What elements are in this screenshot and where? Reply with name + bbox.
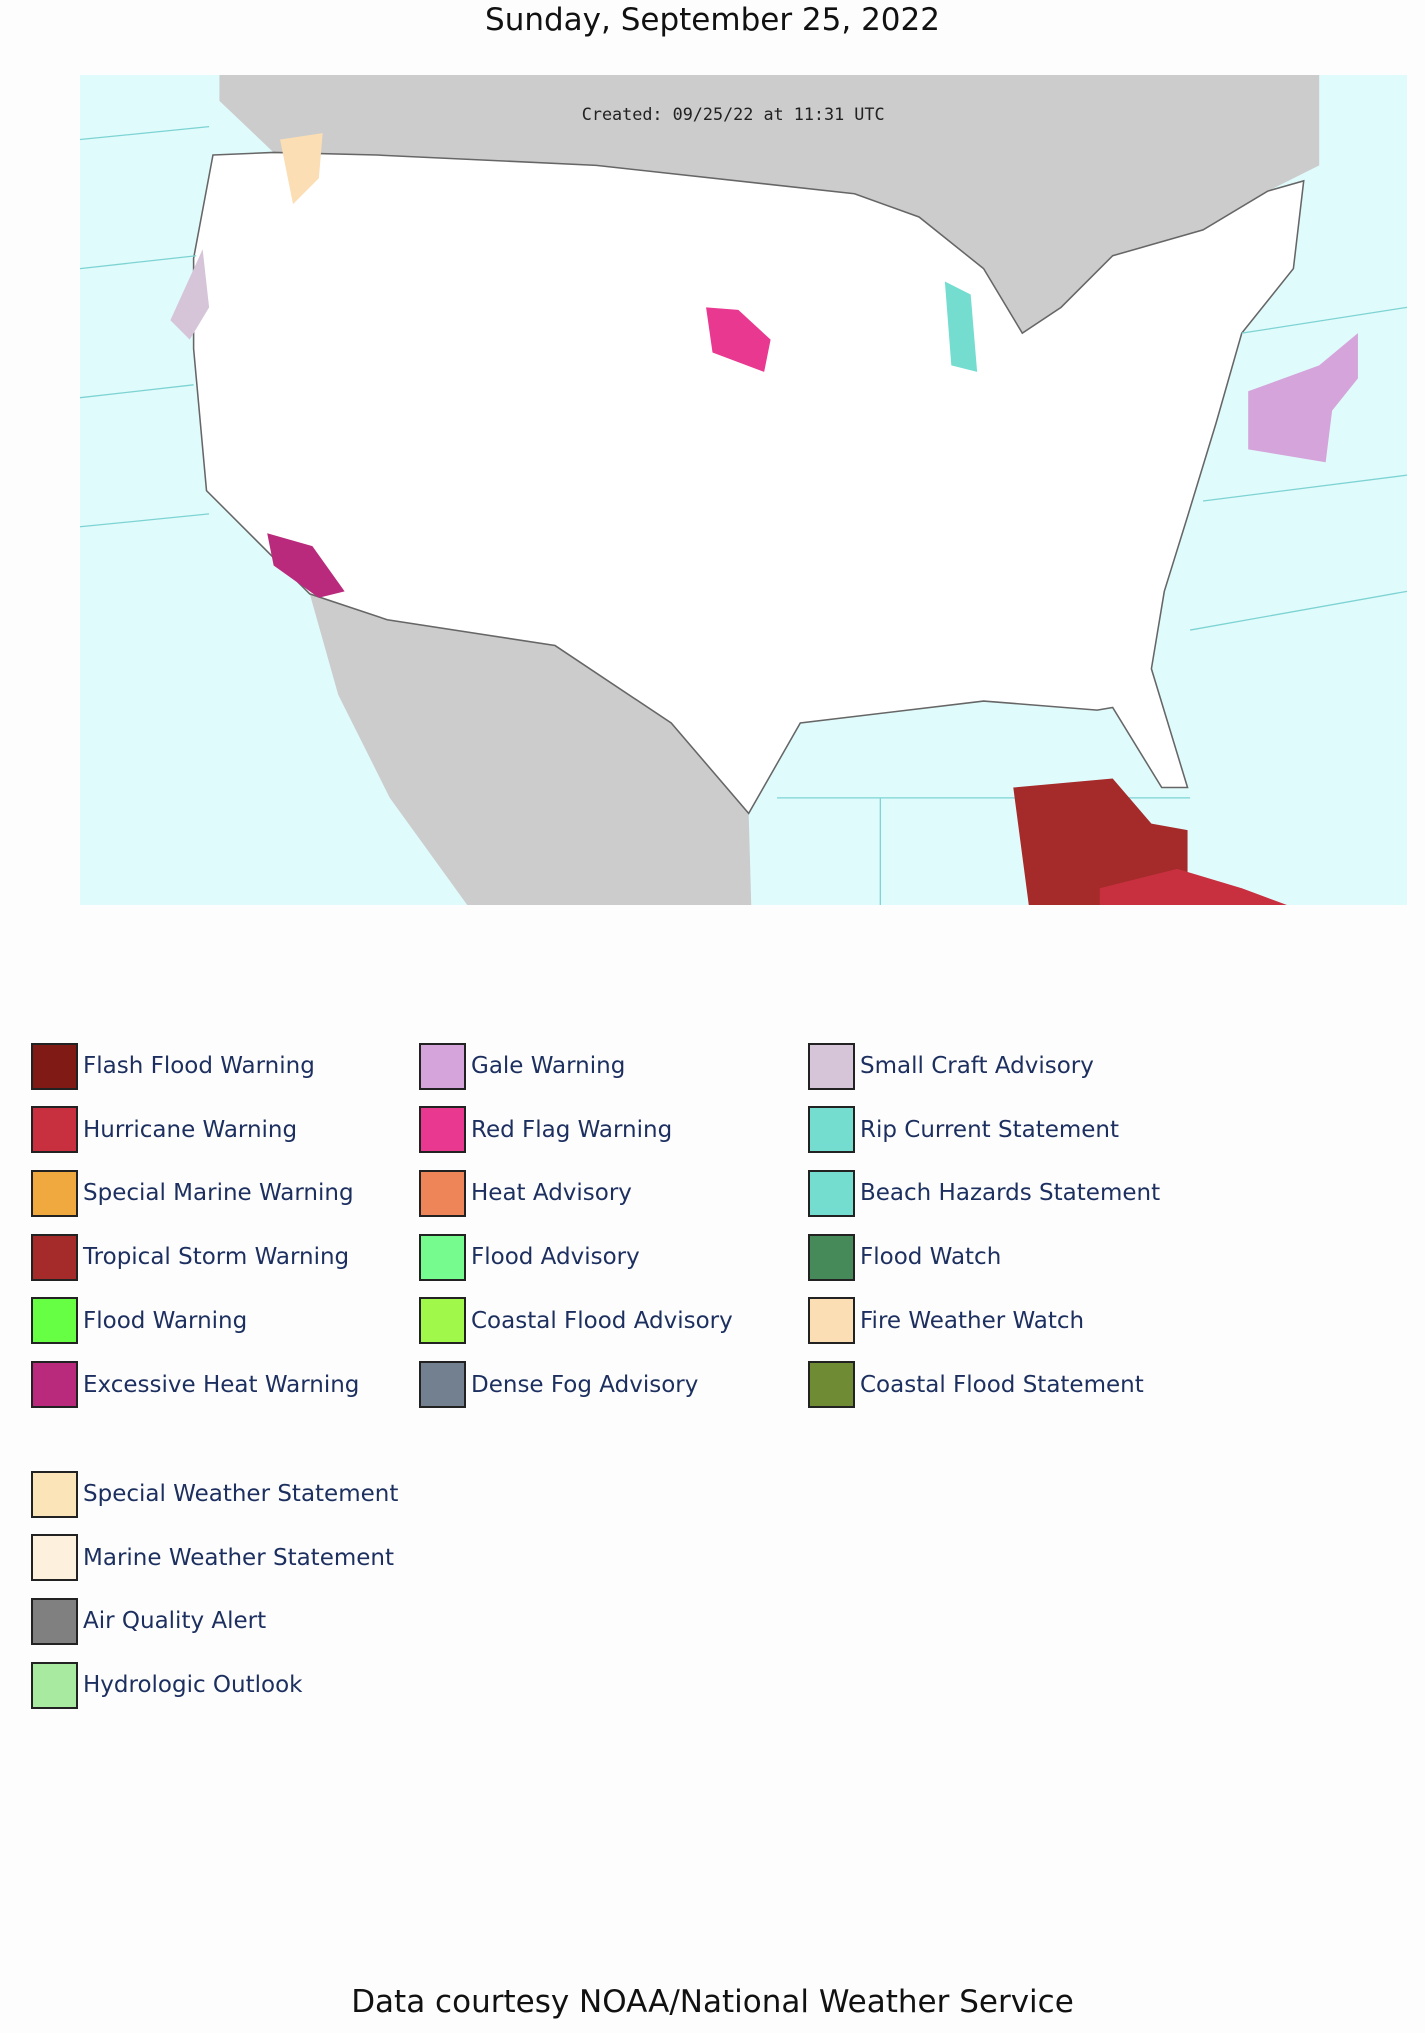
- legend-swatch: [808, 1361, 855, 1408]
- legend-label: Red Flag Warning: [471, 1116, 673, 1143]
- small-craft-area: [170, 249, 210, 340]
- red-flag-area: [706, 307, 771, 372]
- legend-item: Flood Advisory: [419, 1232, 640, 1282]
- fire-weather-area: [280, 133, 323, 205]
- legend-item: Dense Fog Advisory: [419, 1360, 698, 1410]
- legend-item: Flood Warning: [31, 1296, 247, 1346]
- legend-swatch: [419, 1233, 466, 1281]
- legend-swatch: [419, 1361, 466, 1408]
- rip-current-area: [944, 281, 978, 372]
- page-title: Sunday, September 25, 2022: [485, 2, 940, 38]
- legend-swatch: [31, 1361, 78, 1408]
- legend-label: Tropical Storm Warning: [83, 1244, 350, 1271]
- mexico: [309, 593, 752, 905]
- legend-swatch: [31, 1470, 78, 1518]
- legend-swatch: [31, 1106, 78, 1154]
- legend-label: Fire Weather Watch: [860, 1307, 1085, 1334]
- created-label: Created: 09/25/22 at 11:31 UTC: [582, 104, 885, 124]
- legend-swatch: [31, 1661, 78, 1709]
- legend-label: Flood Watch: [860, 1244, 1002, 1271]
- united-states: [192, 151, 1305, 815]
- legend-label: Hydrologic Outlook: [83, 1672, 303, 1699]
- marine-zones: [80, 125, 1407, 905]
- legend-swatch: [31, 1169, 78, 1217]
- legend-swatch: [31, 1042, 78, 1090]
- legend-swatch: [808, 1106, 855, 1154]
- legend-label: Flood Advisory: [471, 1244, 640, 1271]
- legend-label: Small Craft Advisory: [860, 1053, 1094, 1079]
- hurricane-area: [1099, 868, 1287, 905]
- legend-label: Rip Current Statement: [860, 1116, 1120, 1143]
- legend-label: Coastal Flood Statement: [860, 1371, 1144, 1398]
- legend-swatch: [808, 1169, 855, 1217]
- legend-label: Beach Hazards Statement: [860, 1180, 1161, 1207]
- legend-swatch: [808, 1233, 855, 1281]
- legend-label: Gale Warning: [471, 1053, 626, 1079]
- legend-item: Air Quality Alert: [31, 1596, 266, 1646]
- legend-item: Gale Warning: [419, 1041, 625, 1091]
- legend-item: Red Flag Warning: [419, 1105, 672, 1155]
- legend-item: Rip Current Statement: [808, 1105, 1119, 1155]
- legend-swatch: [419, 1106, 466, 1154]
- legend-item: Hydrologic Outlook: [31, 1660, 303, 1710]
- legend-item: Beach Hazards Statement: [808, 1168, 1160, 1218]
- footer-text: Data courtesy NOAA/National Weather Serv…: [351, 1984, 1074, 2020]
- legend-label: Flood Warning: [83, 1307, 248, 1334]
- canada: [219, 75, 1320, 334]
- legend-label: Marine Weather Statement: [83, 1544, 395, 1571]
- legend-label: Excessive Heat Warning: [83, 1371, 360, 1398]
- legend-item: Hurricane Warning: [31, 1105, 297, 1155]
- legend-swatch: [808, 1297, 855, 1345]
- legend-item: Special Marine Warning: [31, 1168, 354, 1218]
- legend-item: Coastal Flood Advisory: [419, 1296, 733, 1346]
- legend-item: Flood Watch: [808, 1232, 1001, 1282]
- legend-label: Air Quality Alert: [83, 1608, 267, 1635]
- legend-label: Special Marine Warning: [83, 1180, 354, 1207]
- legend-item: Marine Weather Statement: [31, 1533, 394, 1583]
- legend-label: Heat Advisory: [471, 1180, 632, 1207]
- legend-swatch: [419, 1042, 466, 1090]
- gale-area: [1248, 333, 1358, 463]
- legend-swatch: [31, 1534, 78, 1582]
- legend-swatch: [808, 1042, 855, 1090]
- legend-label: Hurricane Warning: [83, 1116, 298, 1143]
- legend-item: Flash Flood Warning: [31, 1041, 315, 1091]
- legend-item: Small Craft Advisory: [808, 1041, 1094, 1091]
- legend-item: Fire Weather Watch: [808, 1296, 1084, 1346]
- legend-swatch: [31, 1597, 78, 1645]
- legend-item: Heat Advisory: [419, 1168, 632, 1218]
- legend-item: Tropical Storm Warning: [31, 1232, 349, 1282]
- tropical-storm-area: [1013, 778, 1188, 905]
- legend-item: Excessive Heat Warning: [31, 1360, 359, 1410]
- legend-swatch: [419, 1297, 466, 1345]
- legend-item: Special Weather Statement: [31, 1469, 398, 1519]
- excessive-heat-area: [267, 533, 345, 598]
- legend-label: Dense Fog Advisory: [471, 1371, 699, 1398]
- legend-label: Flash Flood Warning: [83, 1053, 315, 1079]
- legend-item: Coastal Flood Statement: [808, 1360, 1144, 1410]
- legend-label: Special Weather Statement: [83, 1481, 399, 1507]
- alert-map: Created: 09/25/22 at 11:31 UTC: [80, 75, 1407, 905]
- legend-swatch: [419, 1169, 466, 1217]
- legend-label: Coastal Flood Advisory: [471, 1307, 733, 1334]
- legend-swatch: [31, 1297, 78, 1345]
- legend-swatch: [31, 1233, 78, 1281]
